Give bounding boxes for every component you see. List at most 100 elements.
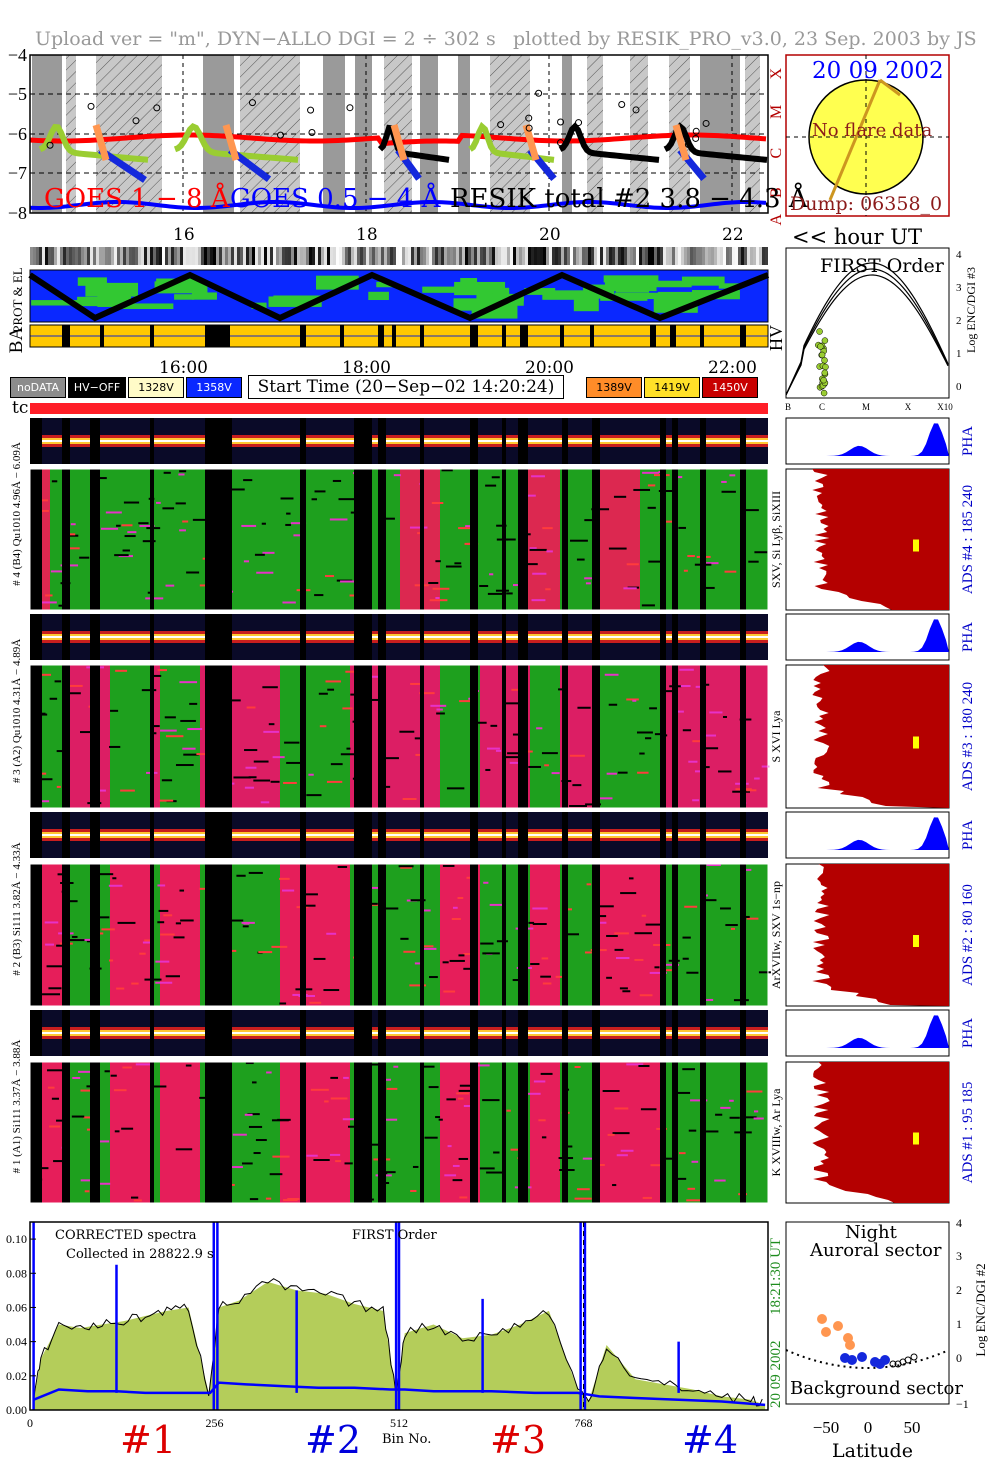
spectrogram-streak [97,873,114,876]
spectrogram-streak [403,950,416,953]
spectrogram-streak [71,935,78,938]
spectrogram-streak [98,789,106,792]
spectrogram-streak [584,951,592,954]
spectrogram-streak [746,1090,763,1093]
spectrogram-streak [248,1125,263,1128]
spectrogram-streak [540,1072,553,1075]
spectrogram-streak [155,981,173,984]
spectrogram-streak [279,877,290,880]
spectrogram-frame [29,664,769,809]
spectrogram-streak [123,501,140,504]
gray-strip-cell [291,247,294,265]
spectrogram-streak [606,934,618,937]
spectrogram-streak [246,706,256,709]
orbit-panel [785,1221,950,1405]
gray-strip-cell [342,247,345,265]
spectrogram-streak [69,939,85,942]
spectrogram-streak [740,509,759,512]
spectrogram-streak [199,1096,211,1099]
spectrogram-streak [496,524,507,527]
gray-strip-cell [645,247,648,265]
spectrogram-streak [724,570,737,573]
spectrogram-gap [62,469,70,610]
spectrogram-streak [572,784,582,787]
spectrogram-streak [672,710,684,713]
gray-strip-cell [669,247,672,265]
gray-strip-cell [540,247,543,265]
spectrogram-streak [620,1149,634,1152]
spectrogram-streak [127,531,137,534]
spectrogram-streak [108,884,123,887]
gray-strip-cell [336,247,339,265]
spectrogram-streak [51,480,58,483]
spectrogram-streak [725,924,738,927]
start-time: Start Time (20−Sep−02 14:20:24) [248,375,564,399]
spectrogram-zone [600,469,640,610]
spectrogram-streak [79,556,90,559]
spectrogram-gap [700,469,706,610]
spectrogram-streak [512,979,521,982]
orbit-threshold [785,1349,949,1369]
spectrogram-streak [277,1118,291,1121]
gray-strip-cell [447,247,450,265]
goes-outlier-point [497,121,505,129]
gray-strip-cell [519,247,522,265]
spectrogram-zone [40,864,62,1006]
spectrogram-streak [654,966,660,969]
spectrogram-streak [608,547,627,550]
ads-label: ADS #3 : 180 240 [960,682,976,791]
spectrogram-streak [692,799,700,802]
spectrogram-streak [754,551,768,554]
gray-strip-cell [369,247,372,265]
gray-strip-cell [723,247,726,265]
gray-strip-cell [690,247,693,265]
gray-strip-cell [456,247,459,265]
prot-el-green [120,303,174,310]
spectrogram-streak [233,776,251,779]
gray-strip-cell [114,247,117,265]
spectrum-ytick: 0.08 [6,1266,27,1280]
gray-strip-cell [495,247,498,265]
prot-el-green [174,294,195,300]
gray-strip-cell [396,247,399,265]
spectrogram-streak [647,506,656,509]
spectrogram-streak [647,484,656,487]
spectrogram-streak [133,1199,142,1202]
spectrogram-gap [740,469,746,610]
spectrogram-streak [80,731,98,734]
spectrogram-streak [311,498,317,501]
spectrogram-zone [110,864,150,1006]
spectrogram-streak [626,698,639,701]
first-order-panel [785,247,950,399]
spectrogram-streak [486,747,500,750]
spectrogram-streak [63,900,78,903]
spectrogram-streak [109,745,121,748]
spectrogram-gap [30,469,42,610]
spectrogram-streak [175,764,194,767]
spectrogram-streak [702,998,714,1001]
spectrogram-streak [286,761,304,764]
spectrogram-streak [306,794,322,797]
spectrogram-streak [369,886,386,889]
spectrogram-streak [393,474,402,477]
pha-gap [502,614,506,660]
gray-strip-cell [516,247,519,265]
gray-strip-cell [405,247,408,265]
spectrogram-streak [541,752,558,755]
spectrum-note-corrected: CORRECTED spectra [55,1228,197,1243]
spectrogram-streak [412,1165,419,1168]
spectrogram-streak [41,1167,49,1170]
spectrogram-streak [690,1099,708,1102]
goes-class-letter: C [768,148,785,159]
spectrogram-streak [591,508,610,511]
spectrogram-streak [369,903,386,906]
gray-strip-cell [450,247,453,265]
orange-segment [672,124,690,161]
gray-strip-cell [750,247,753,265]
spectrogram-streak [622,990,631,993]
spectrogram-streak [114,1130,120,1133]
spectrogram-frame [29,1061,769,1204]
ba-off-bar [590,325,594,347]
spectrogram-streak [613,495,627,498]
spectrogram-gap [518,469,528,610]
